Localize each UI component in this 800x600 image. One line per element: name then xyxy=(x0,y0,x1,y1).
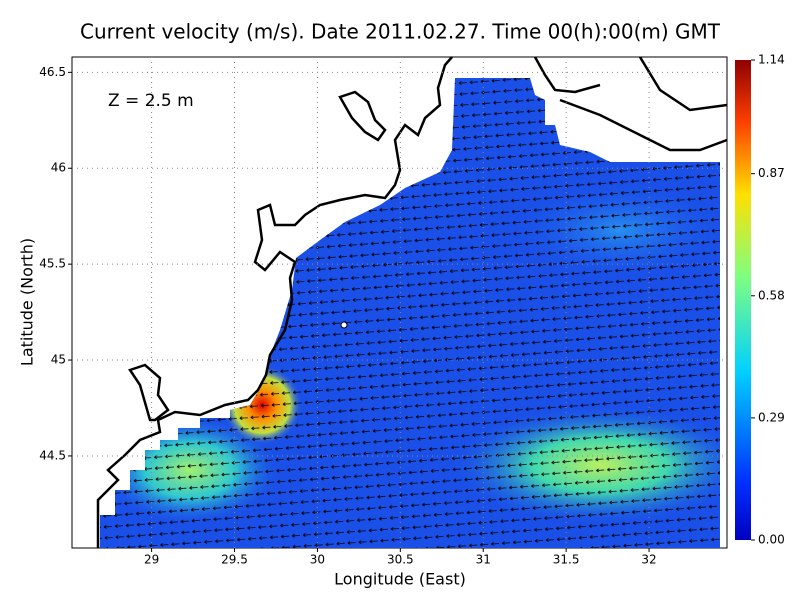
y-tick-label: 46 xyxy=(51,161,66,175)
x-axis-label: Longitude (East) xyxy=(334,570,466,589)
x-tick-label: 30.5 xyxy=(387,553,414,567)
colorbar-tick-label: 0.00 xyxy=(758,533,785,547)
y-tick-label: 45 xyxy=(51,353,66,367)
colorbar-tick-label: 1.14 xyxy=(758,53,785,67)
x-tick-label: 32 xyxy=(641,553,656,567)
colorbar-tick-label: 0.87 xyxy=(758,166,785,180)
x-tick-label: 31 xyxy=(476,553,491,567)
y-axis-label: Latitude (North) xyxy=(18,238,37,366)
x-tick-label: 31.5 xyxy=(553,553,580,567)
colorbar-tick-label: 0.58 xyxy=(758,288,785,302)
x-tick-label: 29.5 xyxy=(221,553,248,567)
y-tick-label: 45.5 xyxy=(39,257,66,271)
y-tick-label: 44.5 xyxy=(39,448,66,462)
x-tick-label: 30 xyxy=(310,553,325,567)
depth-label: Z = 2.5 m xyxy=(108,91,194,111)
colorbar-tick-label: 0.29 xyxy=(758,410,785,424)
colorbar xyxy=(735,60,751,540)
x-tick-label: 29 xyxy=(144,553,159,567)
station xyxy=(340,321,348,329)
y-tick-label: 46.5 xyxy=(39,65,66,79)
coastline xyxy=(96,56,728,548)
title: Current velocity (m/s). Date 2011.02.27.… xyxy=(80,20,721,44)
